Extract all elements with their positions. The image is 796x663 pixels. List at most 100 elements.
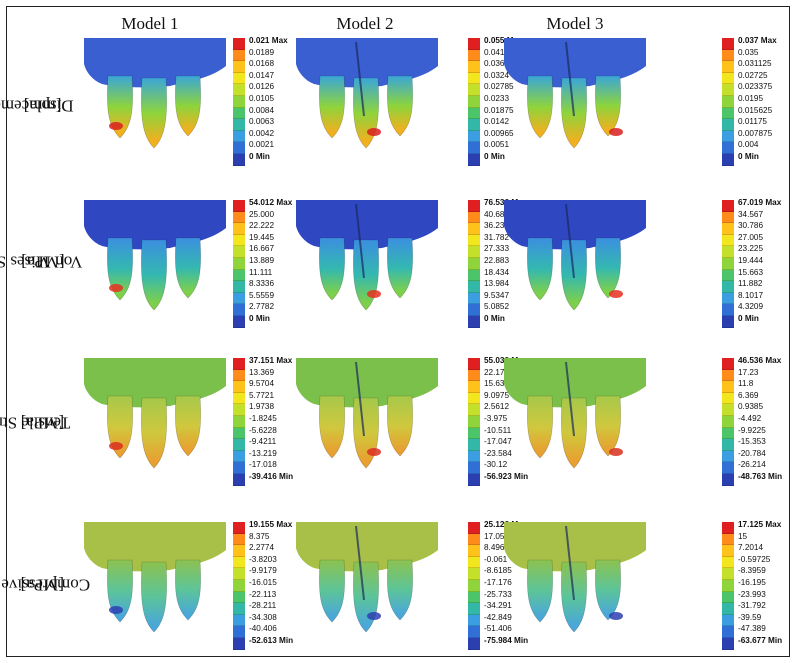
peak-region [609,448,623,456]
legend-value-label: 31.782 [484,232,510,242]
column-header-model-1: Model 1 [121,14,179,33]
legend-value-label: -28.211 [249,601,277,611]
row-label-displacements: Displacements[mm] [0,36,74,176]
color-scale-step [233,462,245,474]
color-scale-step [233,304,245,316]
color-scale-bar [722,38,734,166]
color-scale-step [233,84,245,96]
color-scale-step [722,281,734,293]
color-scale-step [722,257,734,270]
color-scale-step [233,381,245,393]
color-scale-step [468,591,480,604]
legend-value-label: -0.59725 [738,554,771,564]
column-header-model-3: Model 3 [546,14,604,33]
legend-value-label: -56.923 Min [484,471,529,481]
peak-region [109,284,123,292]
legend-value-label: 0 Min [249,151,270,161]
color-scale-step [468,211,480,224]
color-scale-bar [233,522,245,650]
color-scale-step [722,84,734,96]
color-scale-step [468,404,480,416]
color-scale-step [722,637,734,650]
bone-block [84,522,226,572]
color-scale-step [233,568,245,580]
legend-value-label: -22.113 [249,589,277,599]
legend-value-label: -13.219 [249,448,277,458]
contour-plot [292,36,442,154]
color-scale-step [233,614,245,627]
tooth-shape [175,237,201,299]
color-scale-step [722,358,734,370]
legend-value-label: 5.0852 [484,302,510,312]
color-scale-step [722,614,734,627]
color-scale-bar [722,358,734,486]
contour-plot [500,198,650,316]
color-scale-step [233,72,245,85]
color-scale-step [468,61,480,73]
legend-value-label: 0.0189 [249,47,275,57]
legend-value-label: 16.667 [249,244,275,254]
legend-value-label: 9.5347 [484,290,510,300]
legend-value-label: 0.01175 [738,117,767,127]
color-scale-step [722,427,734,440]
tooth-shape [353,239,379,311]
legend-value-label: -17.047 [484,437,512,447]
bone-block [504,522,646,572]
color-scale-step [233,107,245,120]
color-scale-step [468,200,480,212]
color-scale-bar [468,358,480,486]
color-scale-step [233,358,245,370]
tooth-shape [387,559,413,621]
color-scale-step [233,392,245,405]
tooth-shape [141,561,167,633]
color-scale-step [233,292,245,305]
color-scale-step [468,556,480,569]
fracture-line [355,361,365,437]
color-scale-step [468,392,480,405]
legend-value-label: -39.59 [738,612,762,622]
legend-value-label: 0.0415 [484,47,510,57]
tooth-shape [319,237,345,301]
legend-value-label: 0.0063 [249,117,275,127]
color-scale-step [468,315,480,328]
color-scale-step [233,211,245,224]
color-scale-step [233,404,245,416]
color-scale-bar [233,358,245,486]
peak-region [109,606,123,614]
color-scale-step [468,614,480,627]
color-scale-step [468,281,480,293]
color-scale-step [233,38,245,50]
bone-block [296,38,438,88]
legend-value-label: 0 Min [738,151,759,161]
color-scale-step [722,556,734,569]
color-scale-step [722,392,734,405]
color-scale-step [233,315,245,328]
color-scale-step [233,269,245,282]
color-scale-step [722,462,734,474]
legend-value-label: -16.195 [738,577,766,587]
tooth-shape [595,237,621,299]
color-scale-step [233,119,245,131]
legend-value-label: -8.3959 [738,566,766,576]
legend-value-label: -47.389 [738,624,766,634]
row-label-compressive: Compressive Stress[MPa] [0,512,90,657]
column-header-model-2: Model 2 [336,14,394,33]
legend-value-label: 5.5559 [249,290,275,300]
bone-block [84,38,226,88]
legend-value-label: 0.02725 [738,70,768,80]
tooth-shape [319,75,345,139]
legend-value-label: 19.155 Max [249,520,293,529]
color-scale-step [233,142,245,154]
legend-value-label: 30.786 [738,221,764,231]
color-scale-step [722,415,734,428]
legend-value-label: -42.849 [484,612,512,622]
color-scale-step [233,427,245,440]
tooth-shape [175,559,201,621]
color-scale-step [468,95,480,108]
color-scale-step [722,153,734,166]
tooth-shape [527,75,553,139]
color-scale-step [233,439,245,451]
color-scale-step [722,473,734,486]
row-label-line2: [MPa] [20,413,65,432]
color-scale-step [468,579,480,592]
